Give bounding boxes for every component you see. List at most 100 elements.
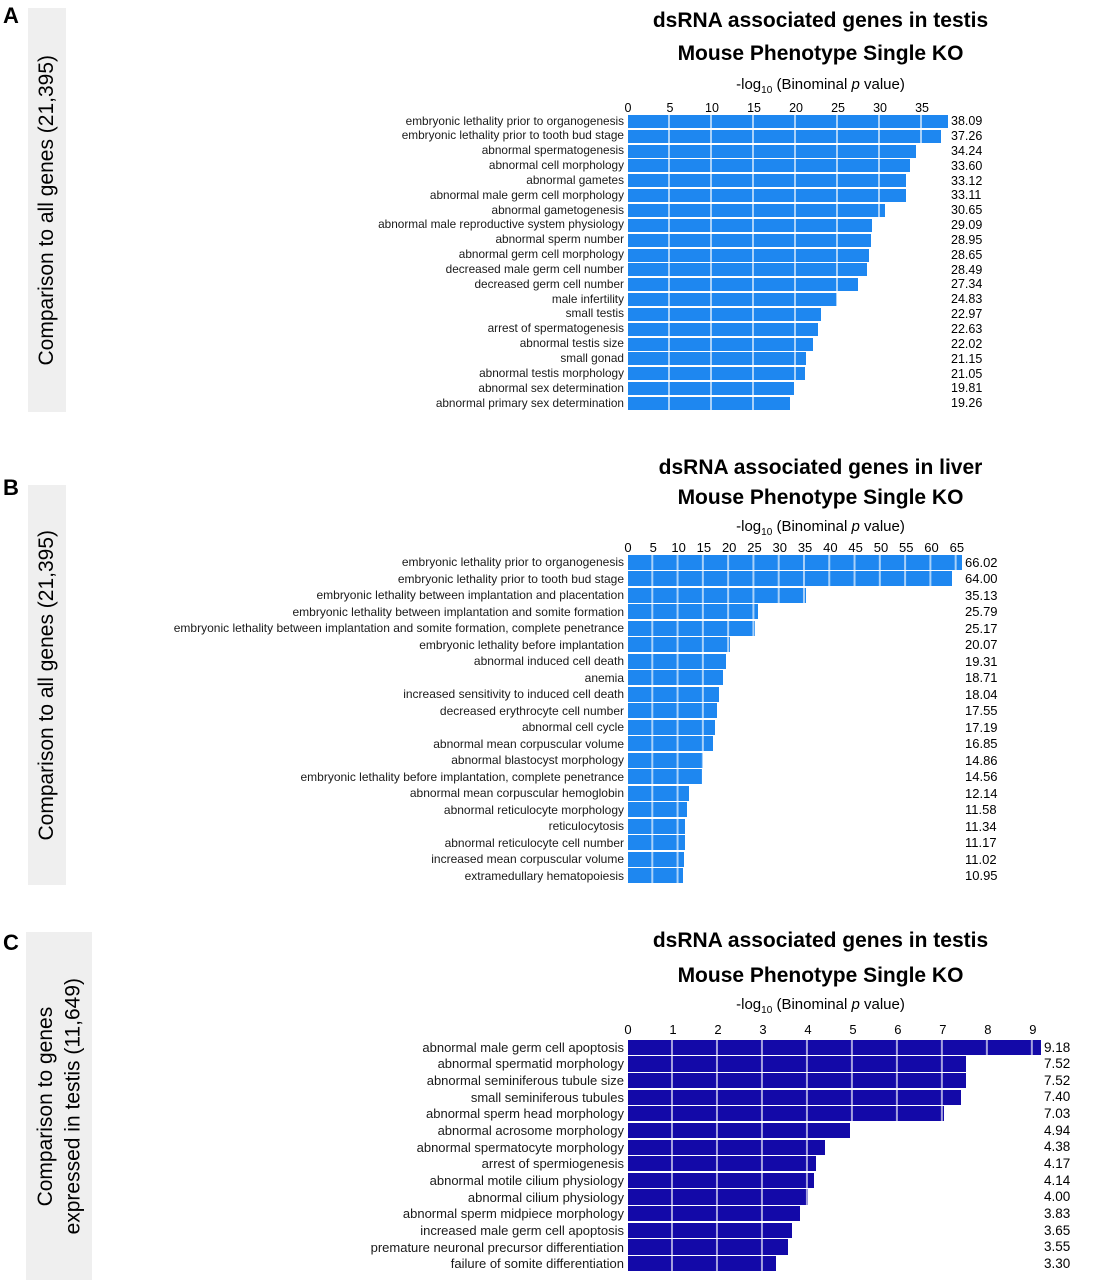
bar-track: [628, 554, 962, 570]
axis-tick-label: 7: [939, 1022, 947, 1037]
bar: [628, 1073, 967, 1089]
value-label: 18.71: [965, 670, 998, 686]
bar: [628, 703, 717, 719]
value-label: 9.18: [1044, 1039, 1071, 1055]
value-label: 27.34: [951, 277, 983, 292]
bar-track: [628, 719, 962, 735]
value-label: 17.19: [965, 719, 998, 735]
bar-track: [628, 637, 962, 653]
bar-track: [628, 1239, 1041, 1255]
category-label: abnormal acrosome morphology: [437, 1123, 624, 1139]
bar: [628, 851, 684, 867]
bar-track: [628, 835, 962, 851]
category-label: premature neuronal precursor differentia…: [370, 1239, 624, 1255]
category-label: failure of somite differentiation: [450, 1256, 624, 1272]
value-label: 33.11: [951, 188, 982, 203]
bar-track: [628, 571, 962, 587]
axis-tick-label: 0: [624, 100, 632, 115]
bar: [628, 802, 687, 818]
bar: [628, 396, 790, 410]
bar: [628, 620, 756, 636]
bar: [628, 653, 726, 669]
value-label: 66.02: [965, 554, 998, 570]
chart-row: embryonic lethality prior to organogenes…: [0, 554, 1108, 571]
value-label: 12.14: [965, 785, 998, 801]
chart-row: small gonad 21.15: [0, 352, 1108, 367]
category-label: abnormal spermatid morphology: [437, 1056, 624, 1072]
axis-tick-label: 25: [831, 100, 845, 115]
chart-row: abnormal mean corpuscular volume 16.85: [0, 736, 1108, 753]
chart-row: abnormal motile cilium physiology 4.14: [0, 1172, 1108, 1189]
axis-tick-label: 0: [624, 540, 632, 555]
bar: [628, 144, 916, 158]
chart-title: dsRNA associated genes in testis: [652, 9, 989, 32]
category-label: abnormal cilium physiology: [467, 1189, 624, 1205]
bar-track: [628, 736, 962, 752]
chart-row: abnormal induced cell death 19.31: [0, 653, 1108, 670]
chart-row: increased mean corpuscular volume 11.02: [0, 851, 1108, 868]
value-label: 4.17: [1044, 1156, 1071, 1172]
category-label: increased mean corpuscular volume: [431, 852, 624, 867]
bar-track: [628, 1039, 1041, 1055]
bar-track: [628, 174, 948, 188]
bar-track: [628, 322, 948, 336]
category-label: embryonic lethality prior to tooth bud s…: [397, 571, 624, 586]
bar: [628, 322, 819, 336]
axis-tick-label: 9: [1029, 1022, 1037, 1037]
bar: [628, 159, 911, 173]
chart-row: abnormal reticulocyte morphology 11.58: [0, 802, 1108, 819]
chart-subtitle: Mouse Phenotype Single KO: [677, 42, 964, 65]
axis-tick-label: 25: [747, 540, 762, 555]
category-label: abnormal cell morphology: [488, 158, 624, 173]
plot-area: embryonic lethality prior to organogenes…: [0, 554, 1108, 884]
bar: [628, 233, 872, 247]
bar-track: [628, 818, 962, 834]
value-label: 33.60: [951, 158, 983, 173]
bar-track: [628, 703, 962, 719]
category-label: abnormal gametogenesis: [491, 202, 624, 217]
bar: [628, 604, 759, 620]
panel-letter-b: B: [3, 475, 19, 500]
bar-track: [628, 203, 948, 217]
value-label: 4.14: [1044, 1172, 1071, 1188]
x-axis-label: -log10 (Binominal p value): [628, 77, 1013, 96]
bar: [628, 1056, 967, 1072]
chart-row: embryonic lethality prior to organogenes…: [0, 114, 1108, 129]
axis-tick-label: 30: [873, 100, 887, 115]
bar: [628, 1189, 808, 1205]
axis-tick-label: 50: [873, 540, 889, 555]
bar: [628, 1039, 1041, 1055]
bar-track: [628, 587, 962, 603]
value-label: 22.97: [951, 307, 983, 322]
x-axis-label: -log10 (Binominal p value): [628, 997, 1013, 1016]
bar-track: [628, 752, 962, 768]
bar-track: [628, 1156, 1041, 1172]
bar-track: [628, 159, 948, 173]
axis-tick-label: 60: [924, 540, 939, 555]
category-label: decreased erythrocyte cell number: [439, 703, 624, 718]
chart-row: abnormal germ cell morphology 28.65: [0, 248, 1108, 263]
axis-tick-label: 30: [772, 540, 787, 555]
panel-c: C Comparison to genes expressed in testi…: [0, 920, 1108, 1280]
bar: [628, 752, 704, 768]
x-axis-label-text: value): [859, 996, 905, 1013]
bar: [628, 114, 948, 128]
category-label: abnormal mean corpuscular hemoglobin: [409, 786, 624, 801]
bar: [628, 352, 806, 366]
value-label: 17.55: [965, 703, 998, 719]
value-label: 19.26: [951, 396, 983, 411]
bar: [628, 1156, 816, 1172]
axis-tick-label: 20: [789, 100, 803, 115]
category-label: decreased male germ cell number: [445, 261, 624, 276]
chart-row: abnormal reticulocyte cell number 11.17: [0, 835, 1108, 852]
category-label: abnormal spermatocyte morphology: [416, 1139, 624, 1155]
axis-tick-label: 5: [849, 1022, 857, 1037]
bar-track: [628, 1256, 1041, 1272]
bar: [628, 293, 837, 307]
bar: [628, 1122, 851, 1139]
axis-tick-label: 40: [823, 540, 838, 555]
bar-track: [628, 382, 948, 396]
value-label: 16.85: [965, 736, 998, 752]
chart-row: embryonic lethality between implantation…: [0, 620, 1108, 637]
x-axis-label: -log10 (Binominal p value): [628, 519, 1013, 538]
